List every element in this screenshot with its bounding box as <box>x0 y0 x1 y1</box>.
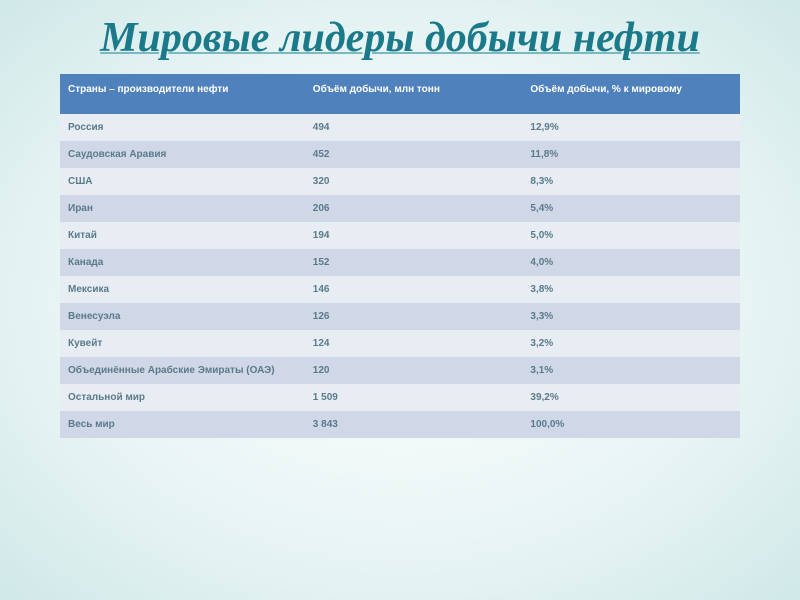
table-row: Канада 152 4,0% <box>60 249 740 276</box>
table-row: Россия 494 12,9% <box>60 114 740 141</box>
cell-percent: 39,2% <box>522 384 740 411</box>
cell-volume: 1 509 <box>305 384 523 411</box>
cell-country: Объединённые Арабские Эмираты (ОАЭ) <box>60 357 305 384</box>
table-row: Иран 206 5,4% <box>60 195 740 222</box>
cell-percent: 3,8% <box>522 276 740 303</box>
cell-percent: 100,0% <box>522 411 740 438</box>
cell-country: Остальной мир <box>60 384 305 411</box>
cell-country: Весь мир <box>60 411 305 438</box>
cell-volume: 452 <box>305 141 523 168</box>
oil-production-table: Страны – производители нефти Объём добыч… <box>60 74 740 438</box>
cell-volume: 146 <box>305 276 523 303</box>
cell-percent: 8,3% <box>522 168 740 195</box>
cell-country: Китай <box>60 222 305 249</box>
cell-percent: 4,0% <box>522 249 740 276</box>
col-header-volume: Объём добычи, млн тонн <box>305 74 523 114</box>
table-row: Китай 194 5,0% <box>60 222 740 249</box>
cell-volume: 126 <box>305 303 523 330</box>
cell-country: Мексика <box>60 276 305 303</box>
cell-percent: 5,4% <box>522 195 740 222</box>
page-title: Мировые лидеры добычи нефти <box>0 0 800 66</box>
cell-percent: 3,2% <box>522 330 740 357</box>
cell-volume: 320 <box>305 168 523 195</box>
cell-volume: 494 <box>305 114 523 141</box>
table-row: Остальной мир 1 509 39,2% <box>60 384 740 411</box>
cell-volume: 120 <box>305 357 523 384</box>
cell-percent: 5,0% <box>522 222 740 249</box>
cell-percent: 11,8% <box>522 141 740 168</box>
cell-volume: 124 <box>305 330 523 357</box>
table-row: Саудовская Аравия 452 11,8% <box>60 141 740 168</box>
table-row: США 320 8,3% <box>60 168 740 195</box>
table-row: Весь мир 3 843 100,0% <box>60 411 740 438</box>
cell-country: Канада <box>60 249 305 276</box>
table-header-row: Страны – производители нефти Объём добыч… <box>60 74 740 114</box>
col-header-country: Страны – производители нефти <box>60 74 305 114</box>
cell-percent: 12,9% <box>522 114 740 141</box>
cell-volume: 152 <box>305 249 523 276</box>
table-row: Венесуэла 126 3,3% <box>60 303 740 330</box>
cell-country: Саудовская Аравия <box>60 141 305 168</box>
cell-country: Россия <box>60 114 305 141</box>
table-row: Объединённые Арабские Эмираты (ОАЭ) 120 … <box>60 357 740 384</box>
col-header-percent: Объём добычи, % к мировому <box>522 74 740 114</box>
cell-country: Кувейт <box>60 330 305 357</box>
cell-country: Венесуэла <box>60 303 305 330</box>
cell-percent: 3,1% <box>522 357 740 384</box>
table-row: Мексика 146 3,8% <box>60 276 740 303</box>
cell-volume: 3 843 <box>305 411 523 438</box>
cell-percent: 3,3% <box>522 303 740 330</box>
table-container: Страны – производители нефти Объём добыч… <box>0 66 800 458</box>
cell-country: Иран <box>60 195 305 222</box>
cell-country: США <box>60 168 305 195</box>
table-row: Кувейт 124 3,2% <box>60 330 740 357</box>
cell-volume: 194 <box>305 222 523 249</box>
cell-volume: 206 <box>305 195 523 222</box>
